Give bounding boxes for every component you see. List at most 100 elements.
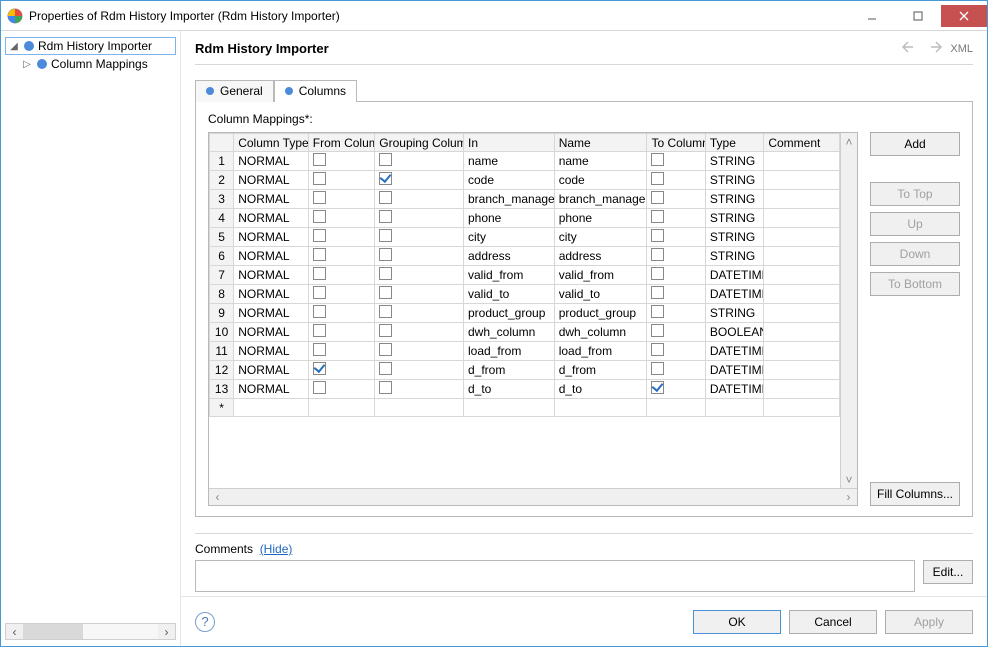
- cell-from-column[interactable]: [308, 247, 375, 266]
- cell-from-column[interactable]: [308, 342, 375, 361]
- table-new-row[interactable]: *: [210, 399, 840, 417]
- expand-icon[interactable]: ▷: [21, 59, 33, 70]
- cell-grouping-column[interactable]: [375, 152, 464, 171]
- comments-textarea[interactable]: [195, 560, 915, 592]
- cell-type[interactable]: STRING: [705, 171, 763, 190]
- cell-from-column[interactable]: [308, 190, 375, 209]
- cell-column-type[interactable]: NORMAL: [234, 190, 309, 209]
- cell-to-column[interactable]: [647, 190, 705, 209]
- checkbox[interactable]: [651, 286, 664, 299]
- cell-name[interactable]: valid_to: [554, 285, 647, 304]
- column-header[interactable]: Type: [705, 134, 763, 152]
- tree-item-rdm-history-importer[interactable]: ◢ Rdm History Importer: [5, 37, 176, 55]
- scroll-thumb[interactable]: [23, 624, 83, 639]
- cell-name[interactable]: address: [554, 247, 647, 266]
- cancel-button[interactable]: Cancel: [789, 610, 877, 634]
- checkbox[interactable]: [313, 267, 326, 280]
- cell-from-column[interactable]: [308, 152, 375, 171]
- cell-column-type[interactable]: NORMAL: [234, 380, 309, 399]
- cell-type[interactable]: DATETIME: [705, 285, 763, 304]
- mappings-table[interactable]: Column TypeFrom ColumnGrouping ColumnInN…: [209, 133, 840, 488]
- cell-to-column[interactable]: [647, 247, 705, 266]
- cell-comment[interactable]: [764, 209, 840, 228]
- cell-grouping-column[interactable]: [375, 304, 464, 323]
- cell-column-type[interactable]: NORMAL: [234, 342, 309, 361]
- cell-type[interactable]: BOOLEAN: [705, 323, 763, 342]
- to-bottom-button[interactable]: To Bottom: [870, 272, 960, 296]
- cell-comment[interactable]: [764, 171, 840, 190]
- table-row[interactable]: 5NORMALcitycitySTRING: [210, 228, 840, 247]
- cell-column-type[interactable]: NORMAL: [234, 247, 309, 266]
- cell-name[interactable]: valid_from: [554, 266, 647, 285]
- nav-back-icon[interactable]: [902, 41, 918, 56]
- cell-column-type[interactable]: NORMAL: [234, 171, 309, 190]
- cell-from-column[interactable]: [308, 228, 375, 247]
- cell-grouping-column[interactable]: [375, 247, 464, 266]
- cell-column-type[interactable]: NORMAL: [234, 266, 309, 285]
- cell-to-column[interactable]: [647, 266, 705, 285]
- checkbox[interactable]: [313, 210, 326, 223]
- scroll-up-icon[interactable]: ˄: [841, 133, 857, 150]
- column-header[interactable]: Comment: [764, 134, 840, 152]
- column-header[interactable]: From Column: [308, 134, 375, 152]
- cell-in[interactable]: d_from: [463, 361, 554, 380]
- checkbox[interactable]: [313, 286, 326, 299]
- checkbox[interactable]: [313, 172, 326, 185]
- close-button[interactable]: [941, 5, 987, 27]
- checkbox[interactable]: [651, 343, 664, 356]
- ok-button[interactable]: OK: [693, 610, 781, 634]
- cell-in[interactable]: name: [463, 152, 554, 171]
- cell-name[interactable]: phone: [554, 209, 647, 228]
- cell-from-column[interactable]: [308, 380, 375, 399]
- table-row[interactable]: 9NORMALproduct_groupproduct_groupSTRING: [210, 304, 840, 323]
- checkbox[interactable]: [379, 286, 392, 299]
- checkbox[interactable]: [313, 248, 326, 261]
- cell-name[interactable]: d_to: [554, 380, 647, 399]
- cell-grouping-column[interactable]: [375, 171, 464, 190]
- cell-type[interactable]: DATETIME: [705, 266, 763, 285]
- cell-comment[interactable]: [764, 228, 840, 247]
- checkbox[interactable]: [313, 324, 326, 337]
- cell-comment[interactable]: [764, 361, 840, 380]
- cell-name[interactable]: d_from: [554, 361, 647, 380]
- cell-comment[interactable]: [764, 152, 840, 171]
- cell-name[interactable]: branch_manager: [554, 190, 647, 209]
- cell-in[interactable]: d_to: [463, 380, 554, 399]
- table-row[interactable]: 2NORMALcodecodeSTRING: [210, 171, 840, 190]
- cell-to-column[interactable]: [647, 323, 705, 342]
- scroll-left-icon[interactable]: ‹: [6, 624, 23, 639]
- checkbox[interactable]: [379, 305, 392, 318]
- table-vscrollbar[interactable]: ˄ ˅: [840, 133, 857, 488]
- cell-column-type[interactable]: NORMAL: [234, 228, 309, 247]
- column-header[interactable]: [210, 134, 234, 152]
- expand-icon[interactable]: ◢: [8, 41, 20, 52]
- tree-hscrollbar[interactable]: ‹ ›: [5, 623, 176, 640]
- table-row[interactable]: 10NORMALdwh_columndwh_columnBOOLEAN: [210, 323, 840, 342]
- cell-comment[interactable]: [764, 342, 840, 361]
- cell-from-column[interactable]: [308, 285, 375, 304]
- checkbox[interactable]: [313, 153, 326, 166]
- nav-forward-icon[interactable]: [926, 41, 942, 56]
- scroll-right-icon[interactable]: ›: [840, 489, 857, 505]
- checkbox[interactable]: [651, 267, 664, 280]
- cell-grouping-column[interactable]: [375, 266, 464, 285]
- cell-from-column[interactable]: [308, 209, 375, 228]
- cell-in[interactable]: valid_to: [463, 285, 554, 304]
- comments-edit-button[interactable]: Edit...: [923, 560, 973, 584]
- cell-from-column[interactable]: [308, 323, 375, 342]
- cell-to-column[interactable]: [647, 342, 705, 361]
- cell-grouping-column[interactable]: [375, 209, 464, 228]
- cell-in[interactable]: valid_from: [463, 266, 554, 285]
- column-header[interactable]: In: [463, 134, 554, 152]
- cell-type[interactable]: DATETIME: [705, 361, 763, 380]
- cell-to-column[interactable]: [647, 380, 705, 399]
- cell-type[interactable]: STRING: [705, 304, 763, 323]
- checkbox[interactable]: [651, 305, 664, 318]
- column-header[interactable]: Grouping Column: [375, 134, 464, 152]
- checkbox[interactable]: [379, 343, 392, 356]
- checkbox[interactable]: [379, 153, 392, 166]
- cell-to-column[interactable]: [647, 152, 705, 171]
- cell-type[interactable]: DATETIME: [705, 380, 763, 399]
- checkbox[interactable]: [379, 324, 392, 337]
- maximize-button[interactable]: [895, 5, 941, 27]
